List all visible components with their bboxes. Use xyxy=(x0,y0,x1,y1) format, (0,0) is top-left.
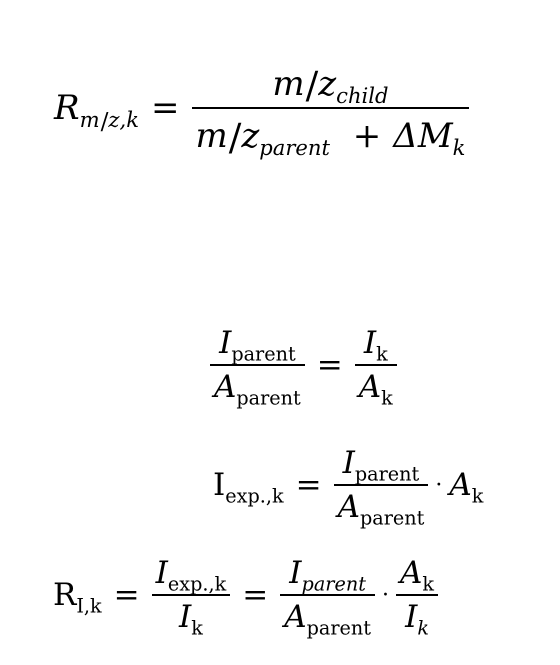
subscript-k: k xyxy=(376,342,388,366)
symbol-A: A xyxy=(284,599,307,635)
fraction-mz: m/zchild m/zparent + ΔMk xyxy=(191,60,470,159)
numerator: Iexp.,k xyxy=(152,555,231,594)
symbol-A: A xyxy=(337,489,360,525)
fraction-bar xyxy=(191,107,470,109)
rhs-area: Ak xyxy=(449,467,483,505)
fraction-k: Ik Ak xyxy=(354,325,397,407)
symbol-I: I xyxy=(213,467,226,503)
slash: / xyxy=(305,62,319,107)
numerator: Ak xyxy=(396,555,438,594)
lhs-ratio: RI,k xyxy=(53,577,102,615)
denominator: Ik xyxy=(175,596,207,637)
equals-sign: = xyxy=(113,577,140,613)
subscript-parent: parent xyxy=(231,342,296,366)
symbol-delta-M: ΔM xyxy=(393,116,453,156)
symbol-R: R xyxy=(53,577,77,613)
denominator: Ak xyxy=(355,366,397,407)
denominator: Aparent xyxy=(280,596,375,637)
multiply-dot: · xyxy=(382,582,389,608)
equals-sign: = xyxy=(242,577,269,613)
denominator: Aparent xyxy=(210,366,305,407)
equation-ratio-intensity: RI,k = Iexp.,k Ik = Iparent Aparent · Ak… xyxy=(53,555,439,637)
fraction-bar xyxy=(151,594,231,596)
subscript-k: k xyxy=(381,386,393,410)
symbol-I: I xyxy=(289,555,302,591)
fraction-parent: Iparent Aparent xyxy=(210,325,305,407)
multiply-dot: · xyxy=(435,472,443,498)
symbol-R: R xyxy=(54,88,80,128)
slash: / xyxy=(228,114,242,159)
equals-sign: = xyxy=(316,347,343,383)
subscript-exp-k: exp.,k xyxy=(225,484,284,508)
fraction-bar xyxy=(280,594,375,596)
symbol-m: m xyxy=(195,116,228,156)
slash: / xyxy=(100,107,109,135)
fraction-bar xyxy=(396,594,439,596)
fraction-bar xyxy=(333,484,429,486)
lhs-expected-intensity: Iexp.,k xyxy=(213,467,284,505)
symbol-m: m xyxy=(272,64,305,104)
symbol-z: z xyxy=(241,116,260,156)
denominator: Ik xyxy=(401,596,433,637)
symbol-m: m xyxy=(79,107,100,132)
symbol-A: A xyxy=(449,467,472,503)
symbol-A: A xyxy=(214,369,237,405)
equals-sign: = xyxy=(151,88,180,128)
symbol-z: z xyxy=(318,64,337,104)
subscript-parent: parent xyxy=(301,572,366,596)
fraction-expected-over-observed: Iexp.,k Ik xyxy=(151,555,231,637)
subscript-k: ,k xyxy=(119,107,140,132)
denominator: m/zparent + ΔMk xyxy=(192,109,470,159)
subscript-child: child xyxy=(336,83,389,108)
equation-proportion: Iparent Aparent = Ik Ak xyxy=(210,325,397,407)
symbol-A: A xyxy=(358,369,382,405)
subscript-parent: parent xyxy=(359,506,425,530)
subscript-k: k xyxy=(191,616,203,640)
fraction-parent: Iparent Aparent xyxy=(280,555,375,637)
symbol-z: z xyxy=(108,107,120,132)
subscript-k: k xyxy=(417,616,429,640)
subscript-k: k xyxy=(471,484,484,508)
equals-sign: = xyxy=(295,467,322,503)
symbol-I: I xyxy=(342,445,355,481)
subscript-parent: parent xyxy=(236,386,301,410)
numerator: Iparent xyxy=(215,325,300,364)
subscript-I-k: I,k xyxy=(76,594,102,618)
numerator: Iparent xyxy=(285,555,370,594)
plus-sign: + xyxy=(352,116,382,156)
denominator: Aparent xyxy=(334,486,429,527)
symbol-I: I xyxy=(405,599,418,635)
symbol-I: I xyxy=(155,555,168,591)
subscript-parent: parent xyxy=(259,135,330,160)
numerator: m/zchild xyxy=(268,60,392,107)
equation-expected-intensity: Iexp.,k = Iparent Aparent · Ak xyxy=(213,445,483,527)
numerator: Ik xyxy=(360,325,392,364)
symbol-I: I xyxy=(363,325,377,361)
fraction-parent: Iparent Aparent xyxy=(333,445,429,527)
fraction-bar xyxy=(354,364,397,366)
symbol-I: I xyxy=(179,599,192,635)
subscript-exp-k: exp.,k xyxy=(167,572,227,596)
subscript-k: k xyxy=(422,572,435,596)
lhs-ratio: Rm/z,k xyxy=(54,88,139,133)
subscript-k: k xyxy=(452,135,466,160)
symbol-A: A xyxy=(400,555,423,591)
numerator: Iparent xyxy=(339,445,424,484)
subscript-parent: parent xyxy=(354,462,420,486)
subscript-parent: parent xyxy=(306,616,371,640)
equation-ratio-mz: Rm/z,k = m/zchild m/zparent + ΔMk xyxy=(54,60,470,159)
fraction-area-over-intensity: Ak Ik xyxy=(396,555,439,637)
fraction-bar xyxy=(210,364,305,366)
symbol-I: I xyxy=(219,325,232,361)
